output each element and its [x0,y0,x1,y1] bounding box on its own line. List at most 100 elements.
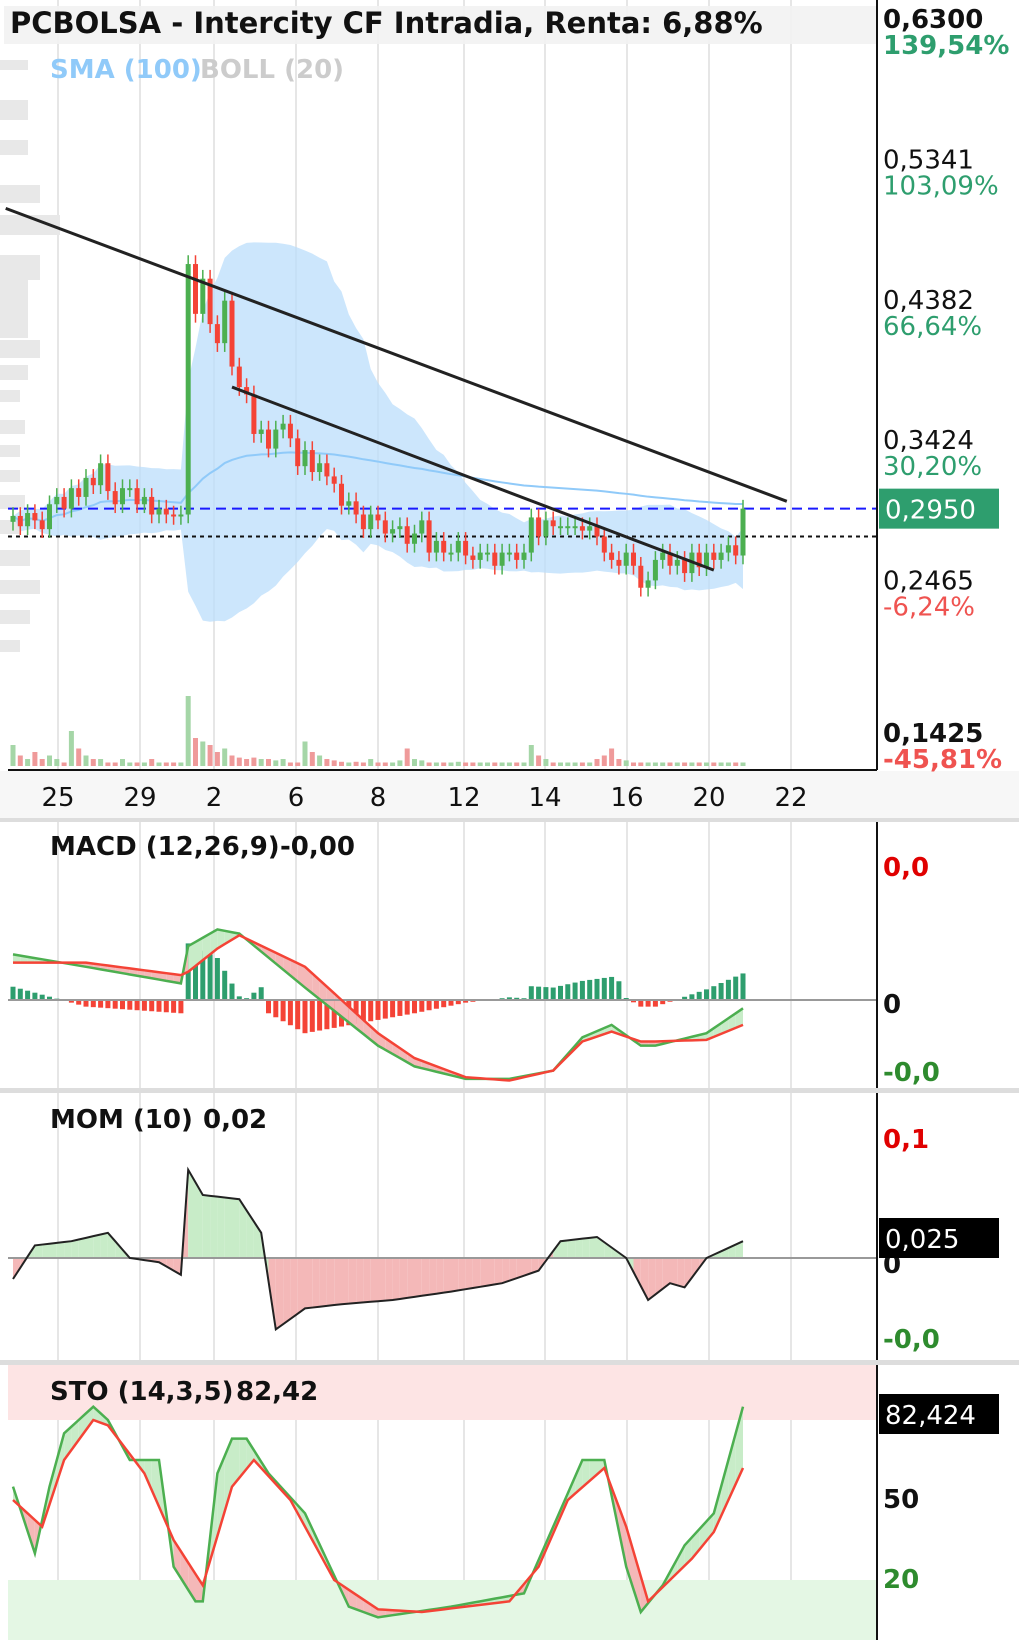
candle-body [419,520,425,534]
volume-bar [360,762,366,766]
panel-divider [0,1360,1019,1365]
mom-fill [494,1258,503,1285]
candle-body [368,514,374,530]
volume-bar [470,762,476,766]
volume-bar [309,752,315,766]
mom-fill [531,1258,539,1274]
candle-body [273,429,279,449]
volume-bar [127,762,133,766]
volume-bar [98,759,104,766]
mom-fill [502,1258,510,1284]
mom-fill [480,1258,488,1287]
volume-bar [412,759,417,766]
macd-histogram-bar [163,1000,169,1013]
macd-histogram-bar [711,986,717,1000]
volume-profile-bar [0,255,40,280]
mom-fill [290,1258,298,1319]
volume-bar [463,762,469,766]
candle-body [25,513,31,527]
sto-label: STO (14,3,5) [50,1377,234,1407]
candle-body [652,559,658,581]
candle-body [10,515,16,522]
mom-y-tick: 0,1 [883,1125,929,1155]
macd-histogram-bar [660,1000,666,1005]
volume-bar [134,762,140,766]
candle-body [696,552,702,568]
volume-bar [433,762,439,766]
chart-title: PCBOLSA - Intercity CF Intradia, Renta: … [10,6,763,40]
macd-histogram-bar [68,1000,74,1003]
mom-fill [516,1258,524,1279]
macd-histogram-bar [149,1000,155,1012]
candle-body [631,552,636,566]
x-tick-label: 14 [528,783,561,813]
macd-histogram-bar [156,1000,162,1012]
macd-cross-fill [188,941,196,972]
candle-body [470,555,476,560]
candle-body [616,559,622,566]
volume-bar [178,762,184,766]
mom-fill [655,1258,663,1295]
volume-bar [536,755,542,766]
macd-histogram-bar [105,1000,111,1009]
mom-fill [202,1195,211,1258]
volume-bar [506,762,512,766]
volume-bar [587,762,593,766]
volume-bar [10,745,16,766]
volume-bar [32,752,38,766]
volume-bar [222,748,228,766]
candle-body [17,515,23,527]
mom-y-tick: -0,0 [883,1325,940,1355]
mom-fill [589,1237,597,1258]
candle-body [244,387,250,395]
macd-histogram-bar [652,1000,658,1007]
mom-fill [436,1258,444,1294]
candle-body [601,536,607,553]
candle-body [506,552,512,555]
candle-body [120,488,125,505]
sto-cross-fill [735,1406,743,1484]
sto-y-tick: 20 [883,1565,919,1595]
volume-bar [631,762,636,766]
candle-body [229,300,235,367]
candle-body [463,540,469,556]
volume-bar [397,760,403,766]
mom-line [12,1166,744,1332]
sto-cross-fill [56,1433,65,1483]
macd-histogram-bar [638,1000,644,1007]
macd-histogram-bar [536,986,542,1000]
mom-fill [553,1241,561,1258]
mom-value: 0,02 [203,1105,267,1135]
y-tick-pct: 30,20% [883,452,982,482]
mom-fill [582,1237,590,1258]
volume-bar [339,761,344,766]
candle-body [90,477,96,486]
mom-fill [297,1258,305,1314]
macd-histogram-bar [579,980,585,1000]
volume-bar [725,762,731,766]
candle-body [200,278,206,314]
mom-fill [232,1198,240,1258]
macd-histogram-bar [689,994,695,1000]
candle-body [47,504,52,530]
trend-line [231,385,715,572]
macd-histogram-bar [441,1000,447,1008]
volume-bar [105,762,111,766]
candle-body [171,514,177,517]
volume-bar [711,762,717,766]
sto-cross-fill [195,1574,203,1602]
candle-body [433,540,439,553]
y-tick-label: 0,3424 [883,426,974,456]
candle-body [594,526,600,537]
macd-cross-fill [195,937,203,966]
last-price-tag [879,488,999,529]
sto-cross-fill [71,1420,79,1450]
macd-panel [8,928,877,1082]
candle-body [558,526,563,529]
volume-bar [17,755,23,766]
y-tick-pct: -6,24% [883,593,975,623]
candle-body [134,488,140,505]
volume-bar [521,762,527,766]
candle-body [295,438,301,467]
